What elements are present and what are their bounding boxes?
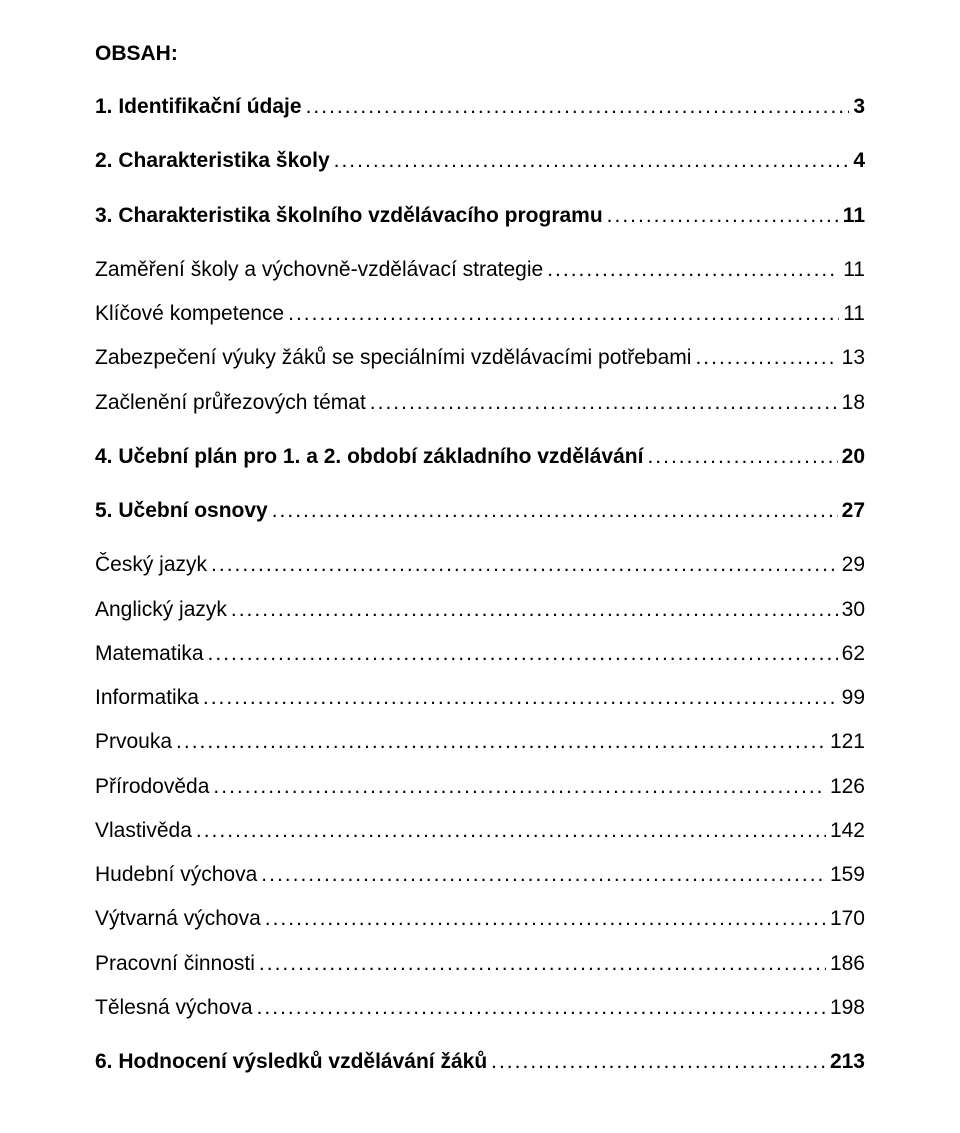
toc-row: Výtvarná výchova 170: [95, 906, 865, 932]
toc-entry-page: 11: [843, 257, 865, 283]
toc-row: Pracovní činnosti 186: [95, 951, 865, 977]
toc-row: Začlenění průřezových témat 18: [95, 390, 865, 416]
toc-entry-page: 62: [842, 641, 865, 667]
toc-row: Zaměření školy a výchovně-vzdělávací str…: [95, 257, 865, 283]
toc-dot-leader: [491, 1049, 826, 1075]
toc-entry-label: Český jazyk: [95, 552, 207, 578]
toc-dot-leader: [196, 818, 826, 844]
toc-entry-label: Klíčové kompetence: [95, 301, 284, 327]
toc-entry-page: 99: [842, 685, 865, 711]
toc-entry-page: 29: [842, 552, 865, 578]
toc-entry-page: 126: [830, 774, 865, 800]
toc-entry-page: 170: [830, 906, 865, 932]
toc-entry-page: 142: [830, 818, 865, 844]
toc-row: 2. Charakteristika školy 4: [95, 148, 865, 174]
toc-dot-leader: [213, 774, 826, 800]
toc-entry-label: 1. Identifikační údaje: [95, 94, 302, 120]
toc-entry-label: 3. Charakteristika školního vzdělávacího…: [95, 203, 603, 229]
toc-entry-label: Anglický jazyk: [95, 597, 227, 623]
toc-entry-page: 20: [842, 444, 865, 470]
toc-entry-label: Výtvarná výchova: [95, 906, 261, 932]
toc-dot-leader: [370, 390, 838, 416]
toc-dot-leader: [261, 862, 826, 888]
toc-entry-label: Matematika: [95, 641, 204, 667]
toc-row: 4. Učební plán pro 1. a 2. období základ…: [95, 444, 865, 470]
toc-entry-label: Informatika: [95, 685, 199, 711]
toc-entry-page: 13: [842, 345, 865, 371]
toc-row: Prvouka 121: [95, 729, 865, 755]
toc-entry-page: 30: [842, 597, 865, 623]
toc-entry-page: 3: [853, 94, 865, 120]
document-page: OBSAH: 1. Identifikační údaje 3 2. Charakt…: [0, 0, 960, 1133]
toc-dot-leader: [257, 995, 826, 1021]
toc-row: 1. Identifikační údaje 3: [95, 94, 865, 120]
toc-row: Tělesná výchova 198: [95, 995, 865, 1021]
toc-entry-page: 121: [830, 729, 865, 755]
toc-entry-label: 5. Učební osnovy: [95, 498, 268, 524]
toc-dot-leader: [208, 641, 838, 667]
toc-heading: OBSAH:: [95, 42, 865, 66]
toc-dot-leader: [288, 301, 839, 327]
toc-dot-leader: [547, 257, 839, 283]
toc-dot-leader: [334, 148, 850, 174]
toc-row: Klíčové kompetence 11: [95, 301, 865, 327]
toc-entry-label: 6. Hodnocení výsledků vzdělávání žáků: [95, 1049, 487, 1075]
toc-row: Zabezpečení výuky žáků se speciálními vz…: [95, 345, 865, 371]
toc-row: 6. Hodnocení výsledků vzdělávání žáků 213: [95, 1049, 865, 1075]
toc-entry-label: 4. Učební plán pro 1. a 2. období základ…: [95, 444, 643, 470]
table-of-contents: 1. Identifikační údaje 3 2. Charakteristik…: [95, 94, 865, 1075]
toc-entry-page: 159: [830, 862, 865, 888]
toc-entry-label: Tělesná výchova: [95, 995, 253, 1021]
toc-entry-page: 213: [830, 1049, 865, 1075]
toc-entry-label: Vlastivěda: [95, 818, 192, 844]
toc-entry-label: Zabezpečení výuky žáků se speciálními vz…: [95, 345, 691, 371]
toc-entry-label: Pracovní činnosti: [95, 951, 255, 977]
toc-dot-leader: [231, 597, 838, 623]
toc-dot-leader: [306, 94, 850, 120]
toc-row: Přírodověda 126: [95, 774, 865, 800]
toc-row: Český jazyk 29: [95, 552, 865, 578]
toc-dot-leader: [176, 729, 826, 755]
toc-dot-leader: [272, 498, 838, 524]
toc-row: 5. Učební osnovy 27: [95, 498, 865, 524]
toc-entry-page: 27: [842, 498, 865, 524]
toc-row: Matematika 62: [95, 641, 865, 667]
toc-dot-leader: [695, 345, 837, 371]
toc-row: Vlastivěda 142: [95, 818, 865, 844]
toc-entry-page: 11: [843, 203, 865, 229]
toc-entry-page: 186: [830, 951, 865, 977]
toc-dot-leader: [211, 552, 838, 578]
toc-dot-leader: [265, 906, 826, 932]
toc-dot-leader: [607, 203, 839, 229]
toc-row: Informatika 99: [95, 685, 865, 711]
toc-entry-page: 198: [830, 995, 865, 1021]
toc-dot-leader: [647, 444, 837, 470]
toc-dot-leader: [259, 951, 826, 977]
toc-dot-leader: [203, 685, 838, 711]
toc-entry-label: Přírodověda: [95, 774, 209, 800]
toc-entry-page: 4: [853, 148, 865, 174]
toc-entry-page: 11: [843, 301, 865, 327]
toc-row: Anglický jazyk 30: [95, 597, 865, 623]
toc-entry-label: Zaměření školy a výchovně-vzdělávací str…: [95, 257, 543, 283]
toc-entry-label: Prvouka: [95, 729, 172, 755]
toc-entry-label: Začlenění průřezových témat: [95, 390, 366, 416]
toc-entry-label: 2. Charakteristika školy: [95, 148, 330, 174]
toc-row: 3. Charakteristika školního vzdělávacího…: [95, 203, 865, 229]
toc-entry-label: Hudební výchova: [95, 862, 257, 888]
toc-row: Hudební výchova 159: [95, 862, 865, 888]
toc-entry-page: 18: [842, 390, 865, 416]
